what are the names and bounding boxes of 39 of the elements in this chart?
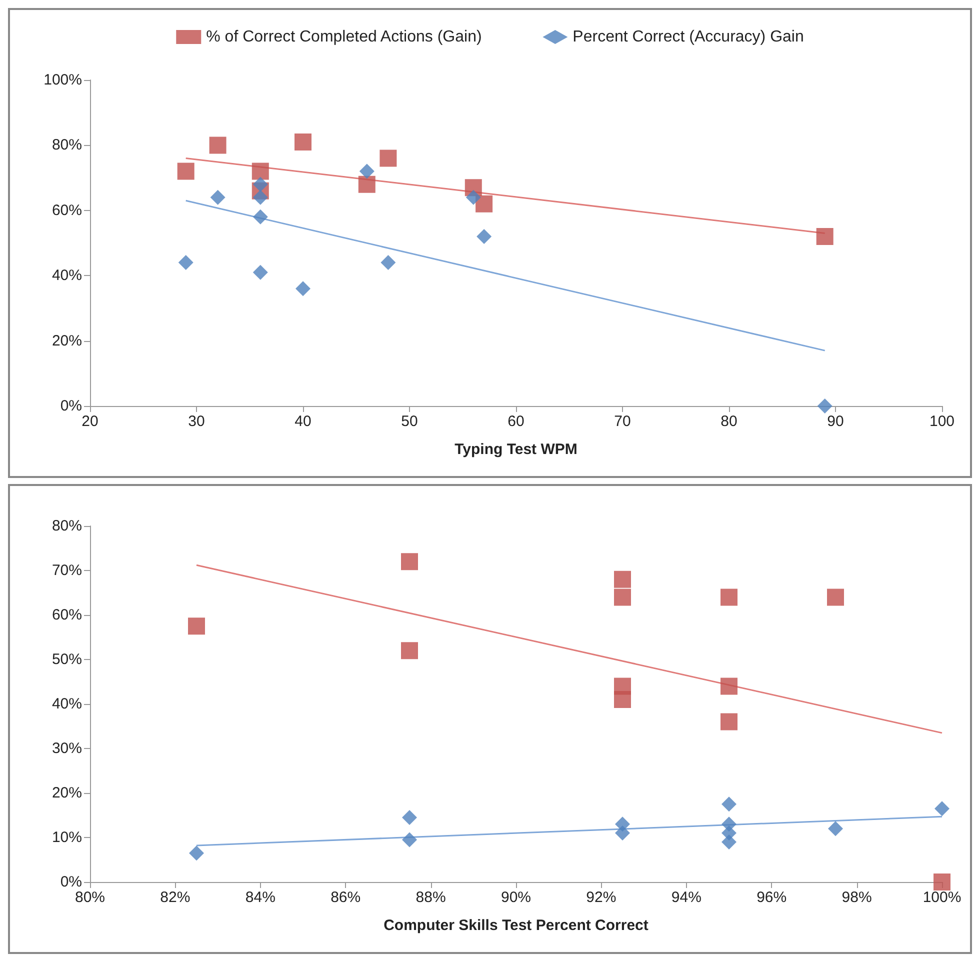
y-tick-label: 60% [52,606,82,624]
y-tick-label: 100% [44,72,82,88]
x-tick-label: 20 [82,413,98,430]
y-tick-label: 0% [60,874,82,890]
y-tick-label: 10% [52,829,82,846]
x-tick-label: 60 [508,413,524,430]
legend-label: Percent Correct (Accuracy) Gain [572,28,804,46]
y-tick-label: 50% [52,651,82,668]
y-tick-label: 60% [52,202,82,219]
y-tick-label: 40% [52,696,82,712]
x-tick-label: 100% [922,889,962,906]
x-tick-label: 98% [842,889,872,906]
x-tick-label: 80% [74,889,106,906]
y-tick-label: 40% [52,267,82,284]
x-tick-label: 80 [720,413,738,430]
y-tick-label: 0% [60,398,82,414]
y-tick-label: 80% [52,518,82,534]
x-axis-title: Typing Test WPM [454,441,578,458]
y-tick-label: 20% [52,784,82,802]
x-tick-label: 84% [245,889,276,906]
x-tick-label: 94% [671,889,702,906]
legend-label: % of Correct Completed Actions (Gain) [206,28,482,46]
x-tick-label: 100 [929,413,955,430]
x-tick-label: 92% [586,889,616,906]
x-tick-label: 30 [188,413,205,430]
x-tick-label: 50 [401,413,418,430]
y-tick-label: 70% [52,562,82,579]
x-tick-label: 86% [330,889,361,906]
x-tick-label: 40 [294,413,312,430]
x-axis-title: Computer Skills Test Percent Correct [384,917,648,934]
y-tick-label: 80% [52,136,82,154]
y-tick-label: 20% [52,332,82,350]
x-tick-label: 70 [614,413,631,430]
x-tick-label: 82% [160,889,190,906]
x-tick-label: 90 [827,413,844,430]
y-tick-label: 30% [52,740,82,757]
x-tick-label: 90% [500,889,532,906]
x-tick-label: 88% [416,889,446,906]
x-tick-label: 96% [756,889,787,906]
